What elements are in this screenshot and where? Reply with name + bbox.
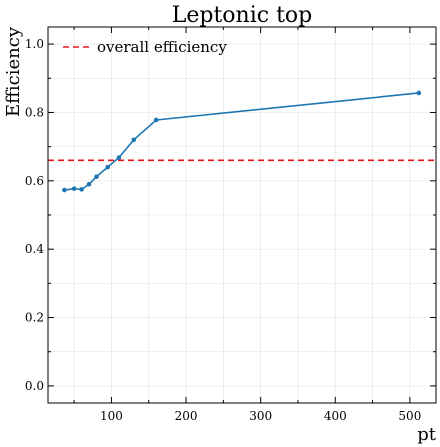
data-point — [131, 137, 137, 143]
y-tick-label: 0.0 — [25, 379, 44, 393]
data-point — [62, 187, 67, 193]
data-point — [86, 181, 92, 187]
data-point — [94, 174, 99, 180]
data-point — [416, 90, 422, 96]
y-axis-label: Efficiency — [3, 26, 24, 117]
x-tick-label: 200 — [175, 409, 198, 423]
data-point — [116, 155, 122, 160]
grid — [48, 27, 436, 403]
legend: overall efficiency — [63, 38, 227, 56]
data-point — [105, 164, 110, 170]
y-tick-label: 0.2 — [25, 311, 44, 325]
ticks: 100 200 300 400 500 0.0 0.2 0.4 0.6 0.8 1.0 — [25, 27, 436, 423]
data-point — [79, 187, 84, 192]
chart-title: Leptonic top — [172, 3, 313, 28]
series-line — [64, 92, 419, 191]
x-tick-label: 100 — [100, 409, 123, 423]
data-point — [153, 117, 159, 123]
y-tick-label: 0.8 — [25, 105, 44, 119]
x-tick-label: 400 — [324, 409, 347, 423]
y-tick-label: 0.4 — [25, 242, 44, 256]
legend-label-overall-efficiency: overall efficiency — [97, 38, 227, 56]
x-axis-label: pt — [417, 424, 437, 445]
x-tick-label: 500 — [398, 409, 421, 423]
y-tick-label: 1.0 — [25, 37, 44, 51]
y-tick-label: 0.6 — [25, 174, 44, 188]
data-point — [71, 186, 77, 191]
x-tick-label: 300 — [249, 409, 272, 423]
series-layer — [62, 90, 422, 193]
